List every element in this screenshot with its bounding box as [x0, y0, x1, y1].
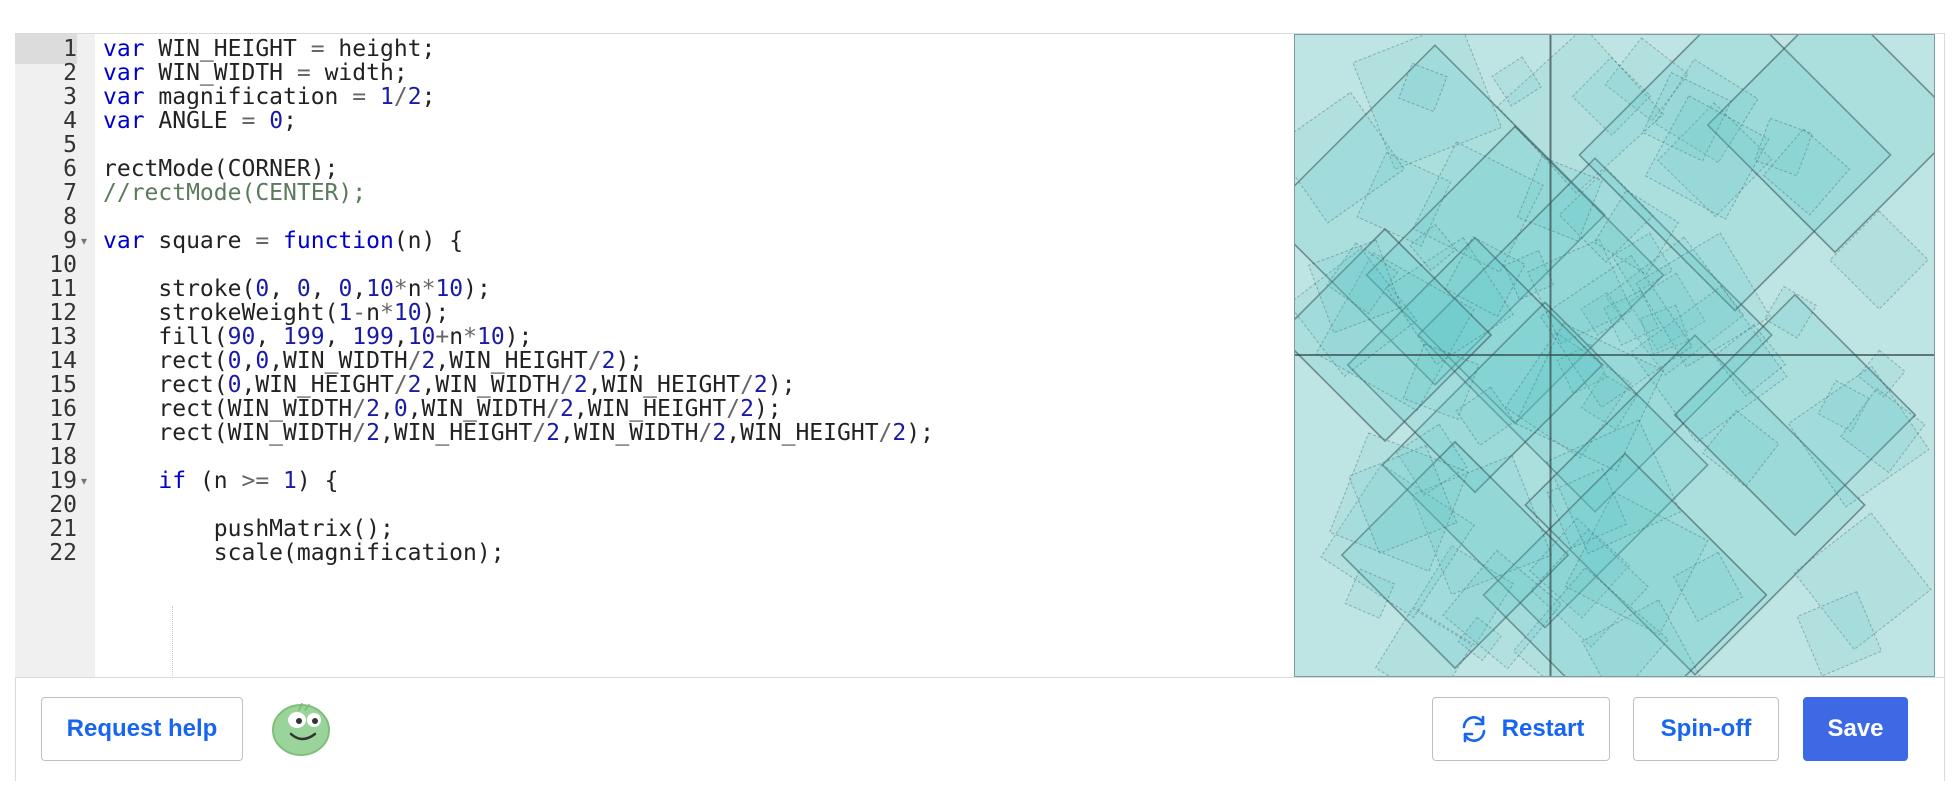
line-number: 4 [63, 108, 77, 134]
code-line[interactable]: 12 strokeWeight(1-n*10); [15, 298, 1293, 328]
code-line[interactable]: 8 [15, 202, 1293, 232]
code-text: stroke(0, 0, 0,10*n*10); [103, 276, 491, 302]
line-number: 11 [49, 276, 77, 302]
code-line[interactable]: 15 rect(0,WIN_HEIGHT/2,WIN_WIDTH/2,WIN_H… [15, 370, 1293, 400]
code-line[interactable]: 10 [15, 250, 1293, 280]
code-line[interactable]: 5 [15, 130, 1293, 160]
output-drawing [1295, 35, 1934, 676]
code-line[interactable]: 16 rect(WIN_WIDTH/2,0,WIN_WIDTH/2,WIN_HE… [15, 394, 1293, 424]
line-number: 22 [49, 540, 77, 566]
code-text: rect(WIN_WIDTH/2,WIN_HEIGHT/2,WIN_WIDTH/… [103, 420, 934, 446]
code-text: var WIN_HEIGHT = height; [103, 36, 436, 62]
restart-label: Restart [1501, 715, 1585, 742]
line-number: 18 [49, 444, 77, 470]
code-line[interactable]: 14 rect(0,0,WIN_WIDTH/2,WIN_HEIGHT/2); [15, 346, 1293, 376]
line-number-gutter [15, 34, 95, 677]
code-text: rect(WIN_WIDTH/2,0,WIN_WIDTH/2,WIN_HEIGH… [103, 396, 782, 422]
code-text: rect(0,WIN_HEIGHT/2,WIN_WIDTH/2,WIN_HEIG… [103, 372, 796, 398]
code-line[interactable]: 13 fill(90, 199, 199,10+n*10); [15, 322, 1293, 352]
line-number: 6 [63, 156, 77, 182]
line-number: 9 [63, 228, 77, 254]
spinoff-button[interactable]: Spin-off [1633, 697, 1779, 761]
code-text: pushMatrix(); [103, 516, 394, 542]
code-text: if (n >= 1) { [158, 468, 339, 494]
code-line[interactable]: 17 rect(WIN_WIDTH/2,WIN_HEIGHT/2,WIN_WID… [15, 418, 1293, 448]
line-number: 5 [63, 132, 77, 158]
code-text: //rectMode(CENTER); [103, 180, 367, 206]
line-number: 16 [49, 396, 77, 422]
indent-guide [172, 606, 174, 677]
line-number: 8 [63, 204, 77, 230]
code-text: var ANGLE = 0; [103, 108, 297, 134]
refresh-icon [1458, 713, 1490, 745]
code-text: var WIN_WIDTH = width; [103, 60, 408, 86]
code-text: strokeWeight(1-n*10); [103, 300, 450, 326]
line-number: 12 [49, 300, 77, 326]
code-line[interactable]: 1 var WIN_HEIGHT = height; [15, 34, 1293, 64]
save-button[interactable]: Save [1803, 697, 1908, 761]
line-number: 14 [49, 348, 77, 374]
line-number: 15 [49, 372, 77, 398]
request-help-button[interactable]: Request help [41, 697, 243, 761]
line-number: 7 [63, 180, 77, 206]
fold-toggle-icon[interactable]: ▾ [81, 474, 88, 488]
green-blob-avatar-icon [269, 698, 333, 758]
code-line[interactable]: 6 rectMode(CORNER); [15, 154, 1293, 184]
code-line[interactable]: 3 var magnification = 1/2; [15, 82, 1293, 112]
code-text: var magnification = 1/2; [103, 84, 436, 110]
line-number: 10 [49, 252, 77, 278]
code-line[interactable]: 9 ▾ var square = function(n) { [15, 226, 1293, 256]
line-number: 17 [49, 420, 77, 446]
code-editor[interactable]: 1 var WIN_HEIGHT = height; 2 var WIN_WIDTH … [15, 34, 1293, 677]
code-text: var square = function(n) { [103, 228, 464, 254]
line-number: 21 [49, 516, 77, 542]
fold-toggle-icon[interactable]: ▾ [81, 234, 88, 248]
code-line[interactable]: 18 [15, 442, 1293, 472]
code-line[interactable]: 4 var ANGLE = 0; [15, 106, 1293, 136]
line-number: 19 [49, 468, 77, 494]
line-number: 13 [49, 324, 77, 350]
code-text: scale(magnification); [103, 540, 505, 566]
line-number: 20 [49, 492, 77, 518]
code-line[interactable]: 20 [15, 490, 1293, 520]
canvas-output[interactable] [1294, 34, 1935, 677]
code-text: rectMode(CORNER); [103, 156, 339, 182]
line-number: 2 [63, 60, 77, 86]
code-line[interactable]: 21 pushMatrix(); [15, 514, 1293, 544]
line-number: 3 [63, 84, 77, 110]
code-line[interactable]: 19 ▾ if (n >= 1) { [15, 466, 1293, 496]
bottom-toolbar: Request help Restart Spin-off Save [16, 677, 1944, 781]
code-line[interactable]: 7 //rectMode(CENTER); [15, 178, 1293, 208]
line-number: 1 [15, 34, 77, 64]
code-line[interactable]: 11 stroke(0, 0, 0,10*n*10); [15, 274, 1293, 304]
code-line[interactable]: 2 var WIN_WIDTH = width; [15, 58, 1293, 88]
code-line[interactable]: 22 scale(magnification); [15, 538, 1293, 568]
code-text: rect(0,0,WIN_WIDTH/2,WIN_HEIGHT/2); [103, 348, 644, 374]
restart-button[interactable]: Restart [1432, 697, 1610, 761]
code-text: fill(90, 199, 199,10+n*10); [103, 324, 533, 350]
